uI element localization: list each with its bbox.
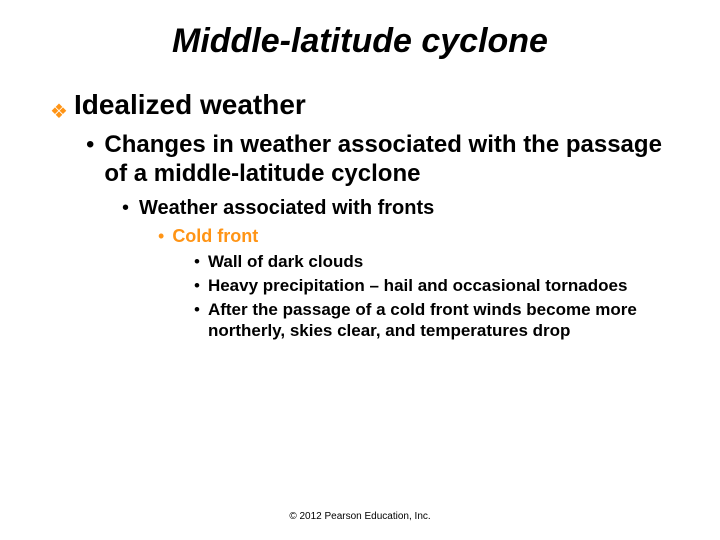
level5-text-1: Heavy precipitation – hail and occasiona… bbox=[208, 275, 627, 296]
level3-text: Weather associated with fronts bbox=[139, 197, 434, 220]
diamond-bullet-icon: ❖ bbox=[50, 102, 68, 122]
slide-title: Middle-latitude cyclone bbox=[50, 22, 670, 61]
slide: Middle-latitude cyclone ❖ Idealized weat… bbox=[0, 0, 720, 540]
bullet-level2: • Changes in weather associated with the… bbox=[86, 131, 670, 189]
dot-bullet-icon: • bbox=[158, 227, 164, 245]
level5-text-2: After the passage of a cold front winds … bbox=[208, 299, 670, 342]
dot-bullet-icon: • bbox=[122, 198, 129, 218]
level1-text: Idealized weather bbox=[74, 89, 306, 121]
bullet-level1: ❖ Idealized weather bbox=[50, 89, 670, 121]
dot-bullet-icon: • bbox=[86, 133, 94, 157]
level5-text-0: Wall of dark clouds bbox=[208, 251, 363, 272]
dot-bullet-icon: • bbox=[194, 277, 200, 294]
bullet-level5: • Wall of dark clouds bbox=[194, 251, 670, 272]
copyright-text: © 2012 Pearson Education, Inc. bbox=[0, 511, 720, 522]
bullet-level5: • After the passage of a cold front wind… bbox=[194, 299, 670, 342]
bullet-level5: • Heavy precipitation – hail and occasio… bbox=[194, 275, 670, 296]
level4-text: Cold front bbox=[172, 226, 258, 247]
bullet-level3: • Weather associated with fronts bbox=[122, 197, 670, 220]
level2-text: Changes in weather associated with the p… bbox=[104, 131, 670, 189]
dot-bullet-icon: • bbox=[194, 253, 200, 270]
bullet-level4: • Cold front bbox=[158, 226, 670, 247]
dot-bullet-icon: • bbox=[194, 301, 200, 318]
